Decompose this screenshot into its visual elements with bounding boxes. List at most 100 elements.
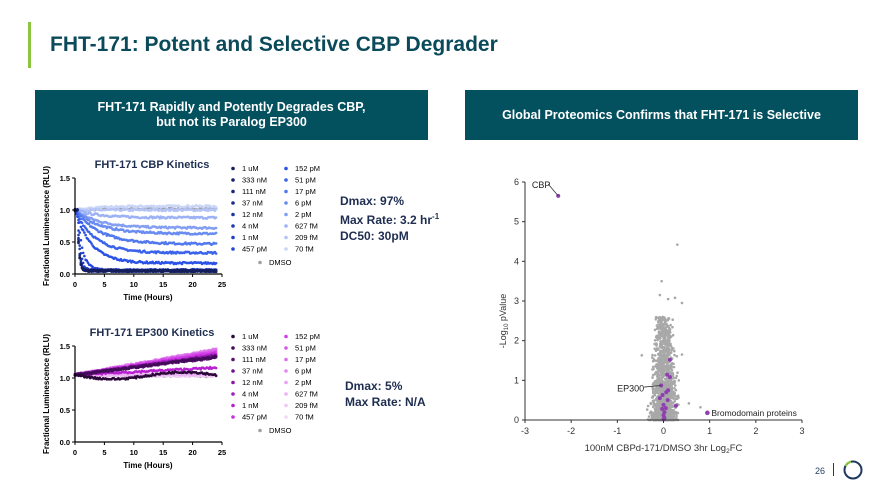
data-point	[214, 347, 218, 351]
title-accent-bar	[28, 22, 31, 68]
legend-item: 209 fM	[284, 401, 318, 410]
series-1-uM	[73, 208, 218, 273]
data-point	[78, 256, 81, 260]
legend-item: 457 pM	[231, 245, 267, 254]
protein-point	[651, 373, 655, 377]
protein-point	[672, 365, 676, 369]
data-point	[214, 261, 218, 265]
data-point	[214, 226, 218, 230]
series-152-pM	[73, 208, 218, 266]
legend-item: 6 pM	[284, 199, 312, 208]
data-point	[90, 233, 93, 236]
protein-point	[653, 372, 657, 375]
data-point	[78, 253, 81, 257]
banner-left: FHT-171 Rapidly and Potently Degrades CB…	[35, 90, 428, 140]
x-tick-label: 20	[188, 448, 196, 457]
legend-label: 1 uM	[242, 332, 259, 341]
data-point	[76, 208, 79, 211]
protein-point	[654, 349, 658, 352]
data-point	[104, 232, 107, 235]
x-axis-label: Time (Hours)	[123, 293, 173, 302]
legend-marker	[284, 392, 288, 396]
legend-marker	[231, 212, 235, 217]
legend-marker	[231, 403, 235, 408]
legend-item: 111 nM	[231, 355, 266, 364]
legend-item: 333 nM	[231, 344, 267, 353]
legend-label: DMSO	[269, 426, 292, 435]
data-point	[79, 225, 83, 229]
x-tick-label: 20	[188, 280, 196, 289]
legend-marker	[231, 392, 235, 396]
legend-label: 37 nM	[242, 199, 263, 208]
legend-label: 2 pM	[295, 210, 312, 219]
legend-label: 70 fM	[295, 413, 314, 422]
legend-marker	[284, 247, 288, 251]
data-point	[214, 374, 218, 377]
x-tick-label: 15	[159, 280, 167, 289]
protein-point	[653, 328, 657, 332]
legend-marker	[284, 178, 288, 182]
legend-marker	[231, 369, 235, 373]
data-point	[80, 221, 84, 225]
legend-item: 1 uM	[231, 164, 259, 173]
legend-item: 37 nM	[231, 367, 263, 376]
legend-marker	[231, 201, 235, 205]
legend-item: 70 fM	[284, 245, 314, 254]
legend-item: 6 pM	[284, 367, 312, 376]
legend-marker	[231, 334, 235, 339]
series-2-pM	[73, 208, 218, 230]
legend-label: 17 pM	[295, 355, 316, 364]
x-tick-label: 10	[130, 280, 138, 289]
x-tick-label: 0	[73, 448, 77, 457]
legend-label: 152 pM	[295, 332, 320, 341]
series-17-pM	[73, 208, 218, 246]
legend-marker	[284, 235, 288, 240]
legend-label: 111 nM	[242, 187, 266, 196]
data-point	[214, 205, 218, 209]
protein-point	[671, 371, 674, 375]
legend-item: 1 uM	[231, 332, 259, 341]
x-tick-label: 5	[102, 448, 106, 457]
protein-point	[673, 349, 676, 353]
legend-item: 457 pM	[231, 413, 267, 422]
chart-title: FHT-171 EP300 Kinetics	[90, 327, 215, 339]
legend-label: 4 nM	[242, 390, 259, 399]
legend-marker	[284, 357, 288, 362]
legend-label: DMSO	[269, 258, 292, 267]
protein-point	[675, 355, 679, 358]
data-point	[214, 216, 218, 219]
banner-right-text: Global Proteomics Confirms that FHT-171 …	[502, 107, 821, 122]
data-point	[83, 231, 86, 234]
protein-point	[674, 376, 678, 380]
data-point	[79, 238, 83, 242]
legend-item: 51 pM	[284, 176, 316, 185]
legend-label: 12 nM	[242, 210, 263, 219]
y-tick-label: 0.5	[60, 406, 70, 415]
legend-item: 2 pM	[284, 210, 312, 219]
legend-marker	[284, 380, 288, 385]
data-point	[214, 270, 218, 273]
legend-label: 51 pM	[295, 344, 316, 353]
legend-item: 17 pM	[284, 355, 316, 364]
legend-label: 1 uM	[242, 164, 259, 173]
legend-item: 12 nM	[231, 378, 263, 387]
data-point	[214, 252, 218, 255]
data-point	[85, 259, 89, 262]
y-axis-label: Fractional Luminescence (RLU)	[42, 334, 51, 454]
data-point	[77, 229, 80, 232]
legend-marker	[231, 346, 235, 350]
legend-marker	[284, 224, 288, 228]
legend-item: 37 nM	[231, 199, 263, 208]
legend-marker	[231, 178, 235, 182]
legend-marker	[284, 334, 288, 339]
legend-item: 627 fM	[284, 390, 318, 399]
legend-item: 333 nM	[231, 176, 267, 185]
data-point	[77, 237, 80, 241]
legend-item: 1 nM	[231, 401, 259, 410]
legend-label: 4 nM	[242, 222, 259, 231]
legend-marker	[231, 247, 235, 251]
legend-label: 209 fM	[295, 233, 318, 242]
data-point	[87, 222, 91, 226]
data-point	[91, 265, 94, 269]
